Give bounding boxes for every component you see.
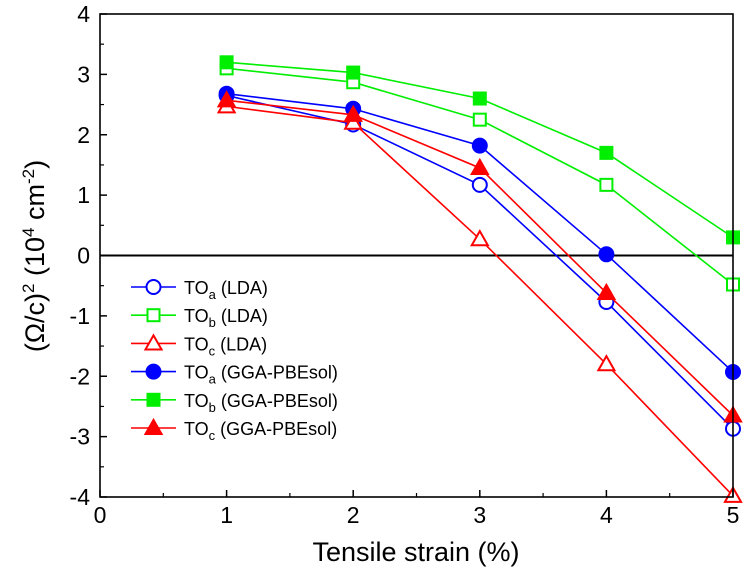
legend-label: TOa (LDA) xyxy=(184,278,268,302)
data-point xyxy=(472,91,487,106)
legend-label: TOc (GGA-PBEsol) xyxy=(184,419,337,443)
y-tick-label: 2 xyxy=(77,122,90,148)
data-point xyxy=(471,137,488,154)
legend-marker xyxy=(145,363,162,380)
x-tick-label: 0 xyxy=(94,502,107,528)
y-tick-label: 3 xyxy=(77,61,90,87)
data-point xyxy=(470,157,490,175)
y-axis-title: (Ω/c)2 (104 cm-2) xyxy=(19,160,50,352)
y-tick-label: 4 xyxy=(77,1,90,27)
legend-marker xyxy=(145,279,162,295)
data-point xyxy=(219,55,234,70)
y-tick-label: -1 xyxy=(70,303,90,329)
legend-entry: TOa (LDA) xyxy=(131,278,268,302)
x-tick-label: 2 xyxy=(347,502,360,528)
x-tick-label: 1 xyxy=(220,502,233,528)
legend-marker xyxy=(146,392,161,407)
series-5 xyxy=(216,90,743,423)
legend-marker xyxy=(146,308,161,323)
x-tick-label: 3 xyxy=(473,502,486,528)
legend-label: TOb (LDA) xyxy=(184,306,268,330)
data-point xyxy=(471,176,488,193)
legend-marker xyxy=(143,333,164,351)
plot-frame xyxy=(99,13,734,498)
y-tick-label: 0 xyxy=(77,243,90,269)
legend-entry: TOa (GGA-PBEsol) xyxy=(131,363,338,387)
legend-label: TOa (GGA-PBEsol) xyxy=(184,363,338,387)
y-tick-label: -2 xyxy=(70,363,90,389)
data-point xyxy=(596,354,617,372)
legend-entry: TOb (GGA-PBEsol) xyxy=(131,391,338,415)
legend-entry: TOc (GGA-PBEsol) xyxy=(131,417,337,443)
data-point xyxy=(596,282,617,300)
y-tick-label: -4 xyxy=(70,484,91,510)
data-point xyxy=(599,177,614,192)
y-tick-label: -3 xyxy=(70,424,90,450)
data-point xyxy=(216,90,237,108)
x-tick-label: 5 xyxy=(727,502,740,528)
series-4 xyxy=(219,55,740,245)
y-tick-label: 1 xyxy=(77,182,90,208)
x-axis-title: Tensile strain (%) xyxy=(312,537,519,567)
legend-label: TOc (LDA) xyxy=(184,334,267,358)
data-point xyxy=(599,145,614,160)
data-point xyxy=(472,112,487,127)
legend-entry: TOb (LDA) xyxy=(131,306,268,330)
data-point xyxy=(346,65,361,80)
legend-label: TOb (GGA-PBEsol) xyxy=(184,391,338,415)
legend-entry: TOc (LDA) xyxy=(131,333,267,358)
series-layer xyxy=(216,55,743,503)
data-point xyxy=(343,104,363,122)
legend: TOa (LDA) TOb (LDA) TOc (LDA) TOa (GGA-PBEs… xyxy=(131,278,338,443)
x-tick-label: 4 xyxy=(600,502,613,528)
tick-layer: 0 1 2 3 4 5 -4 -3 -2 -1 0 1 2 3 4 xyxy=(70,1,740,528)
data-point xyxy=(598,246,615,263)
legend-marker xyxy=(143,417,164,436)
data-point xyxy=(470,229,490,247)
